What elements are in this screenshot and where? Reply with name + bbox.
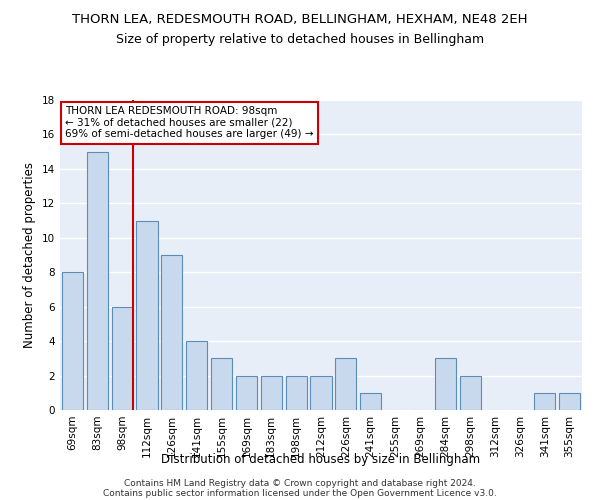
Bar [211,358,232,410]
Text: Contains HM Land Registry data © Crown copyright and database right 2024.: Contains HM Land Registry data © Crown c… [124,478,476,488]
Bar [62,272,83,410]
Bar [534,393,555,410]
Text: Contains public sector information licensed under the Open Government Licence v3: Contains public sector information licen… [103,488,497,498]
Text: Size of property relative to detached houses in Bellingham: Size of property relative to detached ho… [116,32,484,46]
Bar [236,376,257,410]
Bar [286,376,307,410]
Y-axis label: Number of detached properties: Number of detached properties [23,162,37,348]
Bar [261,376,282,410]
Bar [460,376,481,410]
Bar [310,376,332,410]
Bar [112,306,133,410]
Bar [186,341,207,410]
Text: THORN LEA, REDESMOUTH ROAD, BELLINGHAM, HEXHAM, NE48 2EH: THORN LEA, REDESMOUTH ROAD, BELLINGHAM, … [72,12,528,26]
Bar [435,358,456,410]
Bar [136,220,158,410]
Bar [559,393,580,410]
Bar [161,255,182,410]
Bar [87,152,108,410]
Text: THORN LEA REDESMOUTH ROAD: 98sqm
← 31% of detached houses are smaller (22)
69% o: THORN LEA REDESMOUTH ROAD: 98sqm ← 31% o… [65,106,314,140]
Bar [360,393,381,410]
Bar [335,358,356,410]
Text: Distribution of detached houses by size in Bellingham: Distribution of detached houses by size … [161,452,481,466]
